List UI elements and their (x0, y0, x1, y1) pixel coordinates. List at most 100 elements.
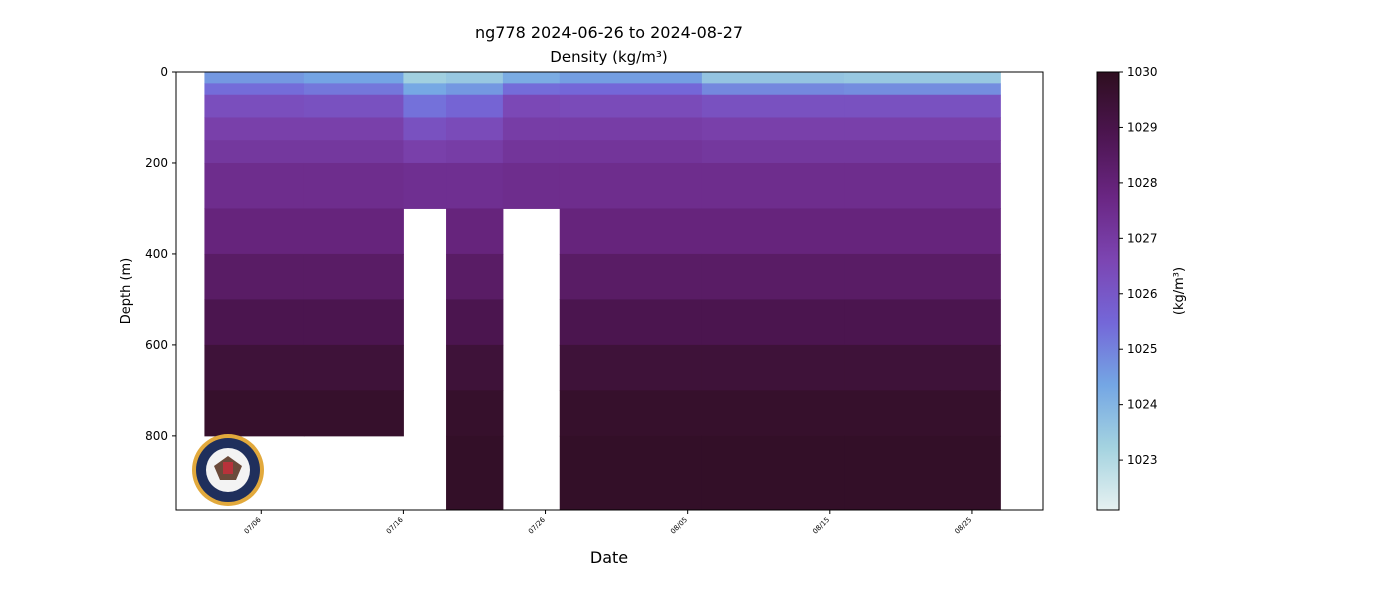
heatmap-cell (844, 140, 1001, 164)
colorbar-tick-label: 1025 (1127, 342, 1158, 356)
y-tick-label: 800 (145, 429, 168, 443)
y-tick-label: 0 (160, 65, 168, 79)
chart-title: ng778 2024-06-26 to 2024-08-27 (475, 23, 743, 42)
heatmap-cell (701, 435, 845, 511)
heatmap-cell (559, 390, 703, 437)
heatmap-cell (559, 140, 703, 164)
heatmap-cell (701, 344, 845, 391)
heatmap-cell (204, 208, 305, 255)
heatmap-cell (303, 253, 404, 300)
x-axis-label: Date (590, 548, 628, 567)
heatmap-cell (701, 72, 845, 84)
colorbar-tick-label: 1027 (1127, 231, 1158, 245)
heatmap-cell (701, 117, 845, 141)
heatmap-cell (303, 390, 404, 437)
heatmap-cell (844, 435, 1001, 511)
heatmap-cell (502, 162, 561, 209)
heatmap-cell (204, 140, 305, 164)
heatmap-cell (701, 253, 845, 300)
heatmap-cell (701, 140, 845, 164)
heatmap-cell (844, 162, 1001, 209)
heatmap-cell (403, 162, 447, 209)
heatmap-cell (502, 94, 561, 118)
colorbar-label: (kg/m³) (1172, 267, 1187, 315)
x-tick-label: 08/25 (953, 516, 973, 536)
heatmap-cell (559, 162, 703, 209)
colorbar-tick-label: 1029 (1127, 120, 1158, 134)
heatmap-cell (701, 390, 845, 437)
heatmap-cell (204, 344, 305, 391)
heatmap-cell (502, 117, 561, 141)
heatmap-cell (559, 435, 703, 511)
heatmap-cell (303, 72, 404, 84)
heatmap-cell (844, 208, 1001, 255)
heatmap-cell (446, 140, 504, 164)
heatmap-cell (701, 208, 845, 255)
heatmap (204, 72, 1001, 511)
heatmap-cell (403, 94, 447, 118)
y-axis-label: Depth (m) (119, 258, 134, 325)
y-tick-label: 600 (145, 338, 168, 352)
heatmap-cell (446, 83, 504, 96)
heatmap-cell (204, 253, 305, 300)
colorbar (1096, 71, 1120, 511)
heatmap-cell (844, 83, 1001, 96)
y-tick-label: 200 (145, 156, 168, 170)
heatmap-cell (446, 253, 504, 300)
heatmap-cell (502, 72, 561, 84)
heatmap-cell (303, 94, 404, 118)
x-tick-label: 07/26 (527, 515, 547, 535)
heatmap-cell (446, 435, 504, 511)
heatmap-cell (844, 94, 1001, 118)
heatmap-cell (559, 208, 703, 255)
heatmap-cell (502, 83, 561, 96)
heatmap-cell (403, 83, 447, 96)
heatmap-cell (204, 83, 305, 96)
heatmap-cell (204, 162, 305, 209)
heatmap-cell (844, 344, 1001, 391)
heatmap-cell (403, 140, 447, 164)
heatmap-cell (303, 140, 404, 164)
heatmap-cell (204, 299, 305, 346)
heatmap-cell (446, 94, 504, 118)
heatmap-cell (701, 94, 845, 118)
heatmap-cell (844, 253, 1001, 300)
heatmap-cell (559, 117, 703, 141)
heatmap-cell (559, 253, 703, 300)
heatmap-cell (502, 140, 561, 164)
heatmap-cell (403, 117, 447, 141)
heatmap-cell (303, 83, 404, 96)
heatmap-cell (303, 344, 404, 391)
heatmap-cell (559, 83, 703, 96)
heatmap-cell (559, 299, 703, 346)
logo-shield (223, 462, 233, 474)
heatmap-cell (701, 83, 845, 96)
heatmap-cell (403, 72, 447, 84)
plot-frame (175, 71, 1044, 511)
heatmap-cell (701, 299, 845, 346)
x-tick-label: 08/15 (811, 516, 831, 536)
heatmap-cell (446, 344, 504, 391)
heatmap-cell (844, 390, 1001, 437)
heatmap-cell (701, 162, 845, 209)
x-tick-label: 07/16 (385, 515, 405, 535)
heatmap-cell (844, 117, 1001, 141)
heatmap-cell (559, 94, 703, 118)
y-tick-label: 400 (145, 247, 168, 261)
x-tick-label: 07/06 (243, 515, 263, 535)
heatmap-cell (303, 117, 404, 141)
heatmap-cell (204, 94, 305, 118)
heatmap-cell (446, 117, 504, 141)
heatmap-cell (303, 208, 404, 255)
x-tick-label: 08/05 (669, 516, 689, 536)
heatmap-cell (204, 117, 305, 141)
navy-logo (192, 434, 264, 506)
colorbar-tick-label: 1026 (1127, 287, 1158, 301)
heatmap-cell (446, 208, 504, 255)
heatmap-cell (446, 162, 504, 209)
chart-subtitle: Density (kg/m³) (550, 48, 667, 66)
colorbar-tick-label: 1030 (1127, 65, 1158, 79)
heatmap-cell (559, 344, 703, 391)
heatmap-cell (446, 390, 504, 437)
